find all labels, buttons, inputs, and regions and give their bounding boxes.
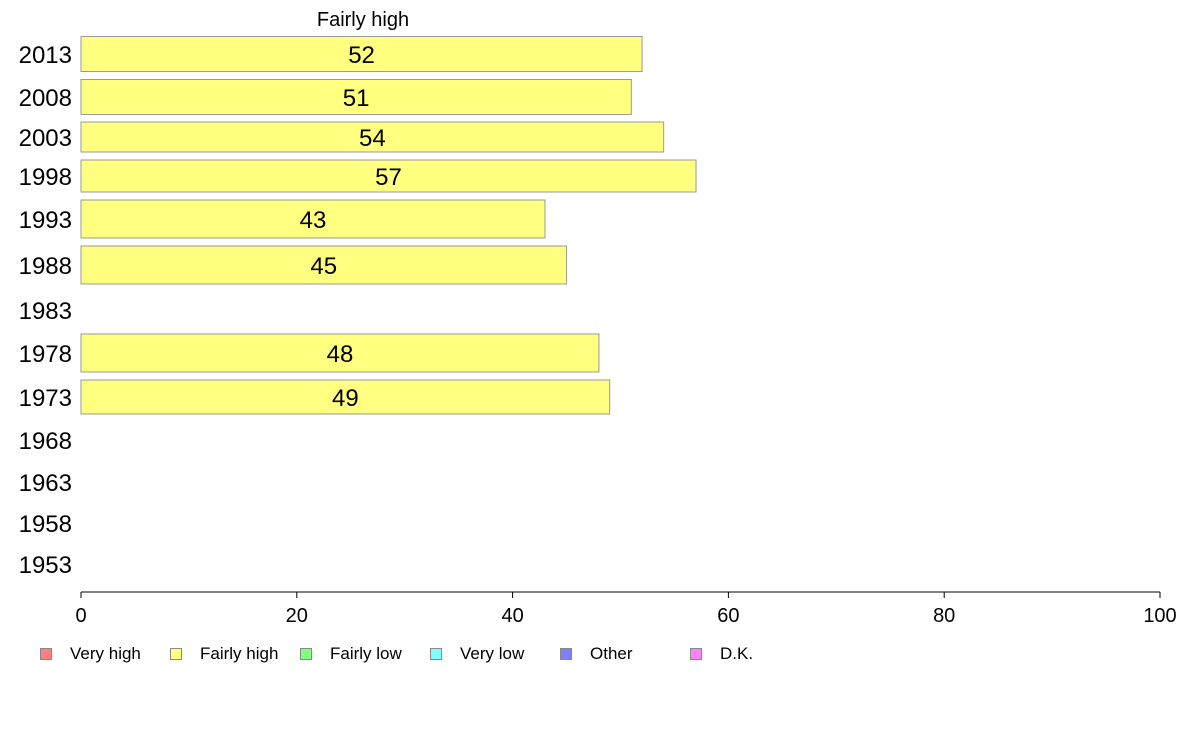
legend-item: D.K. — [690, 644, 753, 664]
x-tick-label: 80 — [933, 605, 955, 627]
legend: Very high Fairly high Fairly low Very low Ot… — [40, 644, 800, 668]
year-label: 2003 — [19, 125, 72, 152]
bar-value-label: 49 — [332, 385, 359, 412]
legend-item: Fairly high — [170, 644, 278, 664]
legend-label: Very high — [70, 644, 141, 663]
year-label: 1988 — [19, 253, 72, 280]
x-tick-label: 100 — [1143, 605, 1176, 627]
year-label: 1963 — [19, 470, 72, 497]
year-label: 1958 — [19, 511, 72, 538]
bar-fairly-high — [80, 159, 697, 193]
year-label: 1983 — [19, 298, 72, 325]
x-tick-label: 0 — [75, 605, 86, 627]
bar-value-label: 48 — [327, 341, 354, 368]
legend-item: Very low — [430, 644, 524, 664]
year-label: 1973 — [19, 385, 72, 412]
bar-fairly-high — [80, 36, 643, 72]
legend-swatch — [560, 648, 572, 660]
year-label: 2013 — [19, 42, 72, 69]
bar-value-label: 52 — [348, 42, 375, 69]
bars-group: 52 51 54 57 43 45 48 49 — [80, 36, 697, 415]
x-axis: 0 20 40 60 80 100 — [75, 591, 1177, 627]
year-label: 1953 — [19, 552, 72, 579]
year-label: 2008 — [19, 85, 72, 112]
legend-item: Very high — [40, 644, 141, 664]
bar-fairly-high — [80, 245, 568, 285]
bar-value-label: 57 — [375, 164, 402, 191]
bar-fairly-high — [80, 379, 611, 415]
legend-swatch — [430, 648, 442, 660]
chart-title: Fairly high — [317, 9, 409, 31]
x-tick-label: 60 — [717, 605, 739, 627]
year-labels-group: 2013 2008 2003 1998 1993 1988 1983 1978 1973 1968… — [19, 42, 72, 579]
bar-fairly-high — [80, 79, 632, 115]
year-label: 1998 — [19, 164, 72, 191]
x-tick-label: 20 — [286, 605, 308, 627]
bar-value-label: 51 — [343, 85, 370, 112]
bar-value-label: 45 — [310, 253, 337, 280]
legend-item: Fairly low — [300, 644, 402, 664]
legend-label: Fairly low — [330, 644, 402, 663]
bar-fairly-high — [80, 199, 546, 239]
bar-fairly-high — [80, 121, 665, 153]
x-tick-label: 40 — [501, 605, 523, 627]
legend-swatch — [40, 648, 52, 660]
legend-swatch — [170, 648, 182, 660]
year-label: 1968 — [19, 428, 72, 455]
legend-item: Other — [560, 644, 633, 664]
legend-label: Very low — [460, 644, 525, 663]
legend-swatch — [690, 648, 702, 660]
bar-fairly-high — [80, 333, 600, 373]
legend-label: D.K. — [720, 644, 754, 663]
legend-label: Fairly high — [200, 644, 279, 663]
bar-value-label: 54 — [359, 125, 386, 152]
legend-label: Other — [590, 644, 633, 663]
year-label: 1978 — [19, 341, 72, 368]
bar-value-label: 43 — [300, 207, 327, 234]
legend-swatch — [300, 648, 312, 660]
year-label: 1993 — [19, 207, 72, 234]
